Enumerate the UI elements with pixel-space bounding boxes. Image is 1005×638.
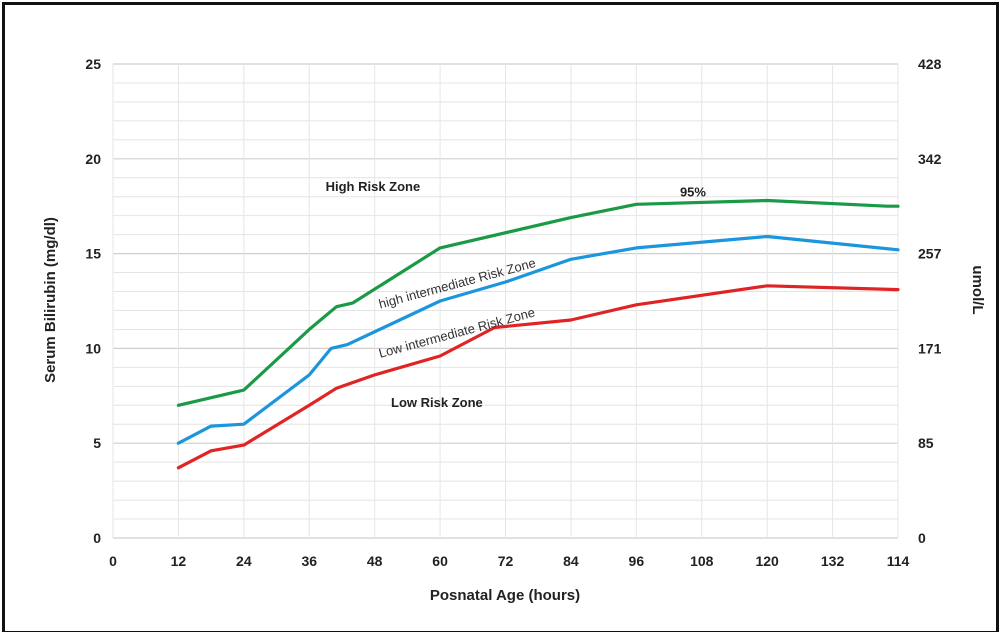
x-tick-label: 108 bbox=[690, 553, 714, 569]
series-lines bbox=[176, 198, 900, 470]
high-risk-zone-label: High Risk Zone bbox=[326, 179, 421, 194]
x-tick-label: 120 bbox=[755, 553, 779, 569]
y-tick-label: 10 bbox=[85, 340, 101, 356]
series-line-2 bbox=[176, 234, 900, 445]
x-tick-label: 96 bbox=[629, 553, 645, 569]
x-tick-label: 48 bbox=[367, 553, 383, 569]
y2-tick-label: 428 bbox=[918, 56, 942, 72]
x-tick-label: 24 bbox=[236, 553, 252, 569]
y2-tick-label: 85 bbox=[918, 435, 934, 451]
percentile-95-label: 95% bbox=[680, 185, 706, 200]
grid bbox=[112, 63, 899, 539]
series-line-1 bbox=[176, 198, 900, 407]
y-tick-label: 15 bbox=[85, 246, 101, 262]
x-tick-label: 72 bbox=[498, 553, 514, 569]
x-tick-label: 0 bbox=[109, 553, 117, 569]
y2-tick-label: 171 bbox=[918, 340, 942, 356]
tick-labels: 0 12 24 36 48 60 72 84 96 108 120 132 114 0 5 10 15 20 25 0… bbox=[85, 56, 941, 569]
low-risk-zone-label: Low Risk Zone bbox=[391, 395, 483, 410]
x-axis-title: Posnatal Age (hours) bbox=[430, 587, 580, 604]
low-intermediate-zone-label: Low intermediate Risk Zone bbox=[377, 305, 537, 361]
series-line-3 bbox=[176, 284, 900, 470]
x-tick-label: 60 bbox=[432, 553, 448, 569]
y2-tick-label: 342 bbox=[918, 151, 942, 167]
y2-tick-label: 257 bbox=[918, 246, 942, 262]
high-intermediate-zone-label: high intermediate Risk Zone bbox=[377, 255, 537, 311]
zone-annotations: High Risk Zone 95% high intermediate Risk … bbox=[326, 179, 707, 410]
y-tick-label: 5 bbox=[93, 435, 101, 451]
y2-axis-title: umol/L bbox=[969, 265, 986, 314]
y-tick-label: 25 bbox=[85, 56, 101, 72]
x-tick-label: 36 bbox=[301, 553, 317, 569]
y-axis-title: Serum Bilirubin (mg/dl) bbox=[42, 217, 59, 383]
x-tick-label: 12 bbox=[171, 553, 187, 569]
x-tick-label: 84 bbox=[563, 553, 579, 569]
x-tick-label: 132 bbox=[821, 553, 845, 569]
y2-tick-label: 0 bbox=[918, 530, 926, 546]
y-tick-label: 20 bbox=[85, 151, 101, 167]
y-tick-label: 0 bbox=[93, 530, 101, 546]
x-tick-label: 114 bbox=[887, 553, 910, 569]
